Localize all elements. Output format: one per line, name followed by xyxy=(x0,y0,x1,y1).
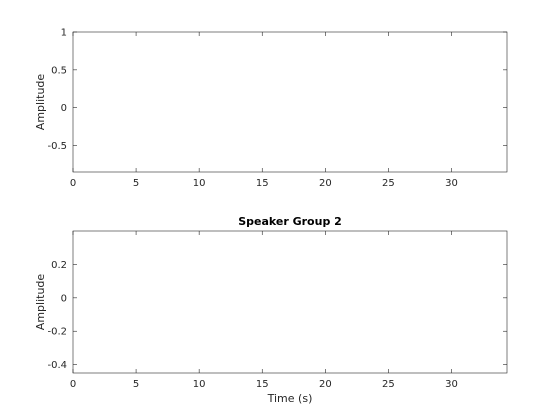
plot-2-xtick-label: 20 xyxy=(319,379,332,390)
plot-1-xtick-label: 20 xyxy=(319,178,332,189)
plot-2-ytick-label: 0.2 xyxy=(51,260,67,271)
plot-1-ytick-label: 0.5 xyxy=(51,65,67,76)
plot-1-xtick-label: 15 xyxy=(256,178,269,189)
plot-2-title: Speaker Group 2 xyxy=(238,215,342,228)
plot-2-xtick-label: 25 xyxy=(382,379,395,390)
plot-2: Speaker Group 2 0 5 10 15 20 25 30 -0.4 -0.2 0 0.2… xyxy=(34,215,508,405)
plot-1-ytick-label: 1 xyxy=(61,28,67,39)
plot-1-axes-box xyxy=(72,31,508,173)
plot-2-xlabel: Time (s) xyxy=(267,392,313,405)
plot-2-xtick-label: 0 xyxy=(70,379,76,390)
plot-1-xtick-label: 5 xyxy=(133,178,139,189)
plot-1-ylabel: Amplitude xyxy=(34,74,47,131)
plot-1-xtick-label: 25 xyxy=(382,178,395,189)
plot-2-xtick-label: 5 xyxy=(133,379,139,390)
plot-2-ytick-label: -0.2 xyxy=(47,327,67,338)
plot-1-xtick-label: 10 xyxy=(193,178,206,189)
plot-2-ticks: 0 5 10 15 20 25 30 -0.4 -0.2 0 0.2 xyxy=(47,231,507,390)
plot-1-ytick-label: 0 xyxy=(61,103,67,114)
plot-2-ylabel: Amplitude xyxy=(34,274,47,331)
plot-1-xtick-label: 30 xyxy=(445,178,458,189)
plot-2-ytick-label: 0 xyxy=(61,293,67,304)
plot-2-xtick-label: 10 xyxy=(193,379,206,390)
plot-1-ticks: 0 5 10 15 20 25 30 -0.5 0 0.5 1 xyxy=(47,28,507,189)
plot-2-ytick-label: -0.4 xyxy=(47,360,67,371)
plot-2-xtick-label: 15 xyxy=(256,379,269,390)
plot-1-ytick-label: -0.5 xyxy=(47,141,67,152)
plot-1-xtick-label: 0 xyxy=(70,178,76,189)
plot-2-xtick-label: 30 xyxy=(445,379,458,390)
plot-1: 0 5 10 15 20 25 30 -0.5 0 0.5 1 Amplitude xyxy=(34,28,508,189)
plot-2-axes-box xyxy=(72,230,508,374)
